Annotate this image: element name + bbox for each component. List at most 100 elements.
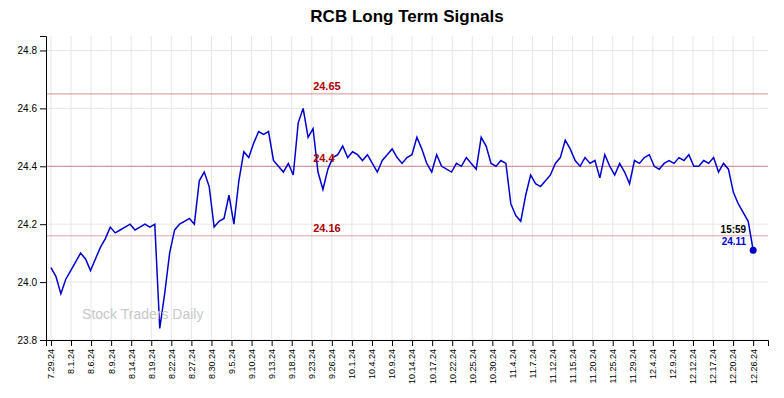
x-tick-label: 10.30.24 [488,349,498,384]
grid-line-x [652,36,653,340]
x-tick-mark [131,340,132,346]
grid-line-x [91,36,92,340]
reference-line [46,166,768,167]
x-tick: 8.14.24 [127,340,137,379]
y-tick-label: 23.8 [18,335,38,346]
grid-line-y [46,166,768,167]
x-tick-mark [151,340,152,346]
x-tick-mark [512,340,513,346]
x-tick-mark [653,340,654,346]
x-tick-label: 10.17.24 [428,349,438,384]
x-tick-mark [191,340,192,346]
grid-line-x [672,36,673,340]
grid-line-x [432,36,433,340]
x-tick-mark [673,340,674,346]
x-tick-mark [51,340,52,346]
y-tick: 24.6 [18,103,46,114]
x-tick-label: 11.7.24 [528,349,538,378]
x-tick-label: 10.1.24 [347,349,357,379]
x-tick-mark [573,340,574,346]
grid-line-x [472,36,473,340]
x-tick: 9.26.24 [327,340,337,379]
grid-line-x [592,36,593,340]
y-tick-mark [40,224,46,225]
grid-line-x [572,36,573,340]
x-tick-mark [252,340,253,346]
grid-line-x [71,36,72,340]
grid-line-y [46,108,768,109]
x-tick: 11.7.24 [528,340,538,378]
x-tick-label: 11.12.24 [548,349,558,383]
x-tick-label: 8.30.24 [207,349,217,379]
grid-line-x [371,36,372,340]
x-tick: 12.20.24 [728,340,738,384]
x-tick-mark [633,340,634,346]
grid-line-x [412,36,413,340]
x-tick-label: 11.4.24 [508,349,518,378]
x-tick: 11.15.24 [568,340,578,383]
y-tick-mark [40,340,46,341]
x-tick-label: 9.18.24 [287,349,297,379]
y-tick-mark [40,282,46,283]
x-tick-mark [532,340,533,346]
grid-line-x [692,36,693,340]
x-tick-mark [553,340,554,346]
grid-line-x [492,36,493,340]
x-tick: 8.22.24 [167,340,177,379]
x-tick: 12.4.24 [648,340,658,379]
reference-label: 24.4 [313,152,335,164]
grid-line-x [191,36,192,340]
x-tick-label: 10.4.24 [367,349,377,379]
x-tick-label: 8.9.24 [107,349,117,374]
x-tick-mark [332,340,333,346]
y-tick-mark [40,166,46,167]
watermark: Stock Traders Daily [82,306,203,322]
plot-area [46,94,768,329]
grid-line-x [291,36,292,340]
x-tick-mark [352,340,353,346]
x-tick-mark [412,340,413,346]
x-tick: 11.20.24 [588,340,598,383]
grid-line-x [612,36,613,340]
grid-line-x [753,36,754,340]
x-tick: 7.29.24 [46,340,56,379]
x-tick-mark [211,340,212,346]
price-line [51,108,753,328]
grid-line-x [532,36,533,340]
x-tick: 11.25.24 [608,340,618,383]
x-tick: 10.4.24 [367,340,377,379]
grid [46,36,768,340]
x-tick: 10.30.24 [488,340,498,384]
x-tick-mark [111,340,112,346]
reference-label: 24.65 [313,80,341,92]
grid-line-x [211,36,212,340]
x-tick: 11.29.24 [628,340,638,383]
x-tick-label: 8.22.24 [167,349,177,379]
x-tick-label: 11.20.24 [588,349,598,383]
end-dot [750,247,757,254]
x-tick: 8.1.24 [66,340,76,374]
grid-line-x [392,36,393,340]
x-tick: 11.12.24 [548,340,558,383]
grid-line-x [231,36,232,340]
y-axis-line [40,37,47,341]
x-tick-label: 9.23.24 [307,349,317,379]
reference-label: 24.16 [313,222,341,234]
x-tick-mark [272,340,273,346]
x-tick: 8.9.24 [107,340,117,374]
x-tick-mark [452,340,453,346]
x-tick-label: 8.1.24 [66,349,76,374]
x-axis-line [47,341,769,347]
y-tick-mark [40,108,46,109]
title: RCB Long Term Signals [310,7,503,26]
x-tick: 11.4.24 [508,340,518,378]
x-tick-label: 9.26.24 [327,349,337,379]
x-tick-mark [171,340,172,346]
end-label: 15:59 [721,224,747,235]
chart: 24.6524.424.1615:5924.11Stock Traders Da… [0,0,784,398]
grid-line-x [151,36,152,340]
x-tick-mark [312,340,313,346]
x-tick: 12.9.24 [668,340,678,379]
x-tick-label: 11.15.24 [568,349,578,383]
grid-line-x [311,36,312,340]
